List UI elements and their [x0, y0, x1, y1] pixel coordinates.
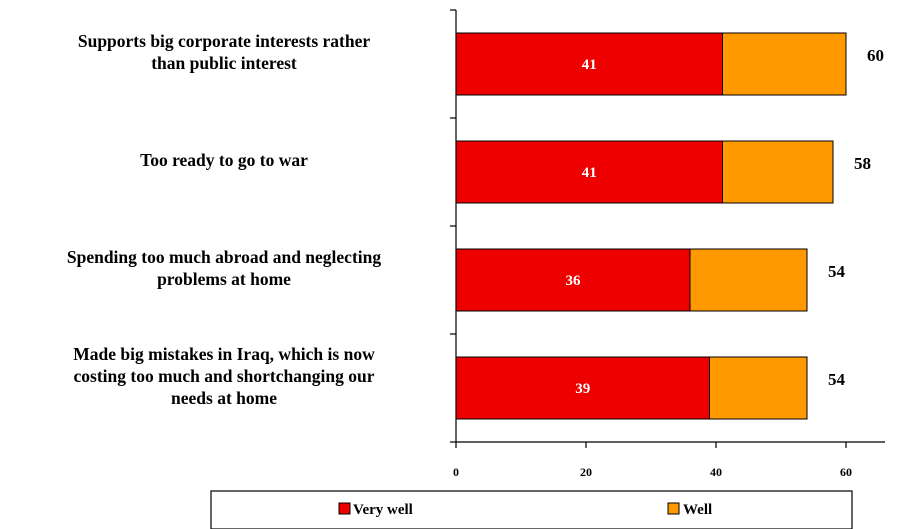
segment-label-0: 41 — [582, 57, 597, 73]
bar-total-0: 60 — [867, 46, 884, 65]
legend-swatch-well — [667, 502, 680, 515]
x-tick-label-1: 20 — [580, 465, 592, 479]
category-label-3: Made big mistakes in Iraq, which is now c… — [73, 344, 375, 408]
category-label-0: Supports big corporate interests rather t… — [78, 31, 371, 73]
bar-very-well-1 — [455, 140, 723, 204]
bar-well-0 — [722, 32, 847, 96]
legend-box — [210, 490, 853, 529]
bar-very-well-3 — [455, 356, 710, 420]
segment-label-2: 36 — [566, 273, 582, 289]
bar-totals: 60 58 54 54 — [828, 46, 884, 389]
segment-label-1: 41 — [582, 165, 597, 181]
x-tick-label-3: 60 — [840, 465, 852, 479]
legend-swatch-very-well — [338, 502, 351, 515]
legend-label-very-well: Very well — [353, 502, 413, 518]
bar-well-2 — [689, 248, 808, 312]
x-tick-label-0: 0 — [453, 465, 459, 479]
x-tick-label-2: 40 — [710, 465, 722, 479]
segment-label-3: 39 — [575, 381, 590, 397]
bars: 41 41 36 39 — [455, 32, 847, 420]
bar-total-2: 54 — [828, 262, 846, 281]
bar-total-3: 54 — [828, 370, 846, 389]
bar-very-well-2 — [455, 248, 691, 312]
bar-well-1 — [722, 140, 834, 204]
category-label-1: Too ready to go to war — [140, 150, 308, 170]
category-labels: Supports big corporate interests rather t… — [67, 31, 382, 408]
axes: 0 20 40 60 — [450, 9, 885, 479]
legend: Very well Well — [210, 490, 853, 529]
bar-total-1: 58 — [854, 154, 871, 173]
category-label-2: Spending too much abroad and neglecting p… — [67, 247, 382, 289]
bar-well-3 — [709, 356, 808, 420]
bar-very-well-0 — [455, 32, 723, 96]
legend-label-well: Well — [683, 502, 712, 518]
